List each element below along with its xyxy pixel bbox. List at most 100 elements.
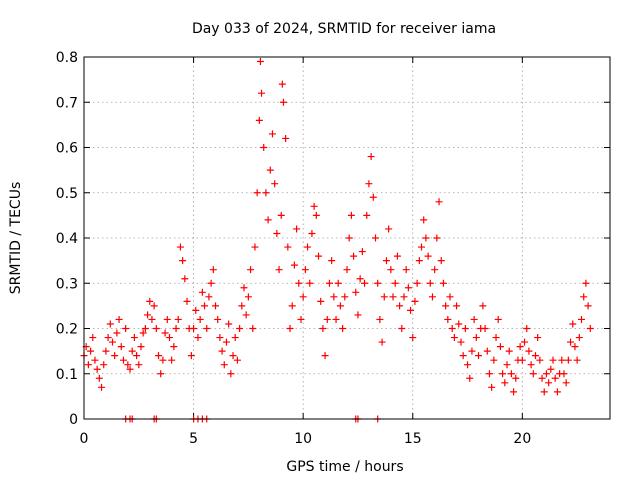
data-point bbox=[100, 361, 108, 369]
data-point bbox=[499, 370, 507, 378]
data-point bbox=[196, 315, 204, 323]
y-tick-label: 0.7 bbox=[56, 95, 78, 111]
x-tick-label: 20 bbox=[513, 431, 531, 447]
data-point bbox=[407, 306, 415, 314]
data-point bbox=[527, 361, 535, 369]
data-point bbox=[510, 388, 518, 396]
data-point bbox=[242, 311, 250, 319]
x-tick-label: 15 bbox=[404, 431, 422, 447]
data-point bbox=[464, 361, 472, 369]
data-point bbox=[367, 153, 375, 161]
data-point bbox=[282, 134, 290, 142]
data-point bbox=[453, 302, 461, 310]
data-point bbox=[98, 383, 106, 391]
data-point bbox=[325, 279, 333, 287]
data-point bbox=[266, 166, 274, 174]
data-point bbox=[216, 334, 224, 342]
data-point bbox=[84, 361, 92, 369]
data-point bbox=[586, 325, 594, 332]
data-point bbox=[236, 325, 244, 332]
data-point bbox=[168, 356, 176, 364]
data-point bbox=[350, 252, 358, 260]
data-point bbox=[233, 356, 241, 364]
data-point bbox=[95, 374, 103, 382]
data-point bbox=[155, 352, 163, 360]
data-point bbox=[108, 338, 116, 346]
data-point bbox=[244, 293, 252, 301]
data-point bbox=[428, 293, 436, 301]
data-point bbox=[540, 388, 548, 396]
data-point bbox=[457, 338, 465, 346]
data-point bbox=[409, 334, 417, 342]
data-point bbox=[205, 293, 213, 301]
data-point bbox=[573, 356, 581, 364]
data-point bbox=[273, 229, 281, 237]
data-point bbox=[439, 279, 447, 287]
data-point bbox=[227, 370, 235, 378]
data-point bbox=[93, 365, 101, 373]
data-point bbox=[247, 266, 255, 274]
data-point bbox=[538, 374, 546, 382]
data-point bbox=[369, 193, 377, 201]
data-point bbox=[433, 234, 441, 242]
data-point bbox=[144, 311, 152, 319]
data-point bbox=[393, 252, 401, 260]
data-point bbox=[490, 356, 498, 364]
data-point bbox=[268, 130, 276, 138]
data-point bbox=[442, 302, 450, 310]
y-tick-label: 0.4 bbox=[56, 231, 78, 247]
data-point bbox=[483, 347, 491, 355]
data-point bbox=[562, 379, 570, 387]
data-point bbox=[358, 248, 366, 256]
data-point bbox=[209, 266, 217, 274]
data-point bbox=[507, 370, 515, 378]
data-point bbox=[466, 374, 474, 382]
data-point bbox=[378, 338, 386, 346]
data-point bbox=[102, 347, 110, 355]
data-point bbox=[264, 216, 272, 224]
data-point bbox=[523, 325, 531, 332]
data-point bbox=[91, 356, 99, 364]
data-point bbox=[347, 211, 355, 219]
data-point bbox=[529, 370, 537, 378]
data-point bbox=[190, 325, 198, 332]
data-point bbox=[214, 315, 222, 323]
data-point bbox=[437, 257, 445, 265]
y-tick-label: 0 bbox=[69, 412, 78, 428]
data-point bbox=[391, 279, 399, 287]
data-point bbox=[207, 279, 215, 287]
data-point bbox=[222, 338, 230, 346]
data-point bbox=[545, 379, 553, 387]
data-point bbox=[229, 352, 237, 360]
data-point bbox=[104, 334, 112, 342]
data-point bbox=[290, 261, 298, 269]
data-point bbox=[192, 306, 200, 314]
data-point bbox=[400, 293, 408, 301]
data-point bbox=[389, 293, 397, 301]
data-point bbox=[319, 325, 327, 332]
data-point bbox=[569, 320, 577, 328]
y-tick-label: 0.8 bbox=[56, 50, 78, 66]
data-point bbox=[293, 225, 301, 233]
data-point bbox=[525, 347, 533, 355]
data-point bbox=[398, 325, 406, 332]
data-point bbox=[584, 302, 592, 310]
data-point bbox=[330, 293, 338, 301]
data-point bbox=[225, 320, 233, 328]
y-tick-label: 0.5 bbox=[56, 186, 78, 202]
data-point bbox=[198, 288, 206, 296]
data-point bbox=[170, 343, 178, 351]
data-point bbox=[382, 257, 390, 265]
data-point bbox=[492, 334, 500, 342]
data-point bbox=[521, 338, 529, 346]
data-point bbox=[402, 266, 410, 274]
data-point bbox=[580, 293, 588, 301]
data-point bbox=[459, 352, 467, 360]
data-point bbox=[176, 243, 184, 251]
data-point bbox=[317, 297, 325, 305]
data-point bbox=[212, 302, 219, 310]
data-point bbox=[220, 361, 228, 369]
data-point bbox=[413, 279, 421, 287]
data-point bbox=[111, 352, 119, 360]
